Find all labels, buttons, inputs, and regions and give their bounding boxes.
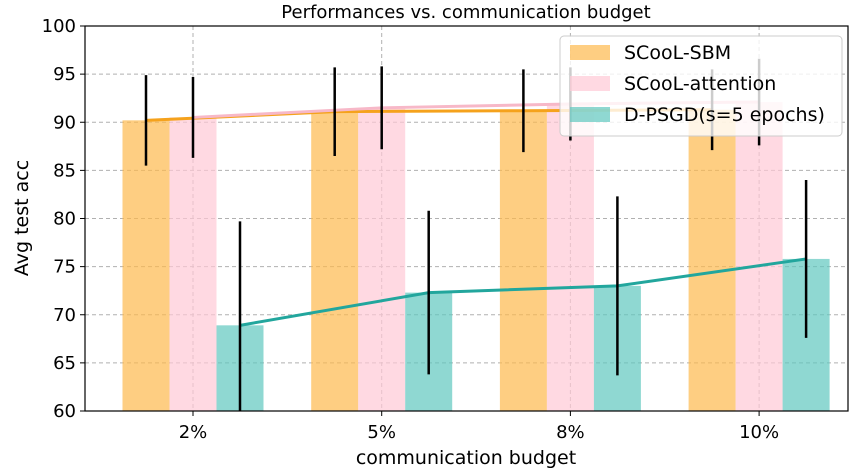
series-line <box>239 257 807 327</box>
bar <box>169 117 217 411</box>
y-tick-label: 65 <box>53 353 76 374</box>
bar <box>122 120 170 411</box>
legend-swatch <box>570 107 610 122</box>
legend-label: SCooL-SBM <box>624 42 731 64</box>
x-axis-label: communication budget <box>356 447 576 469</box>
legend: SCooL-SBM SCooL-attention D-PSGD(s=5 epoch… <box>559 35 843 137</box>
bar <box>499 110 547 411</box>
legend-label: SCooL-attention <box>624 73 776 95</box>
tick-labels: 60 65 70 75 80 85 90 95 100 2% 5% 8% 10% <box>42 16 779 443</box>
bar <box>546 103 594 411</box>
legend-box <box>559 35 843 137</box>
bar <box>688 109 736 411</box>
y-tick-label: 90 <box>53 112 76 133</box>
bar <box>735 102 783 411</box>
y-tick-label: 85 <box>53 160 76 181</box>
y-tick-label: 70 <box>53 305 76 326</box>
y-tick-label: 80 <box>53 209 76 230</box>
chart-title: Performances vs. communication budget <box>281 2 650 23</box>
legend-swatch <box>570 76 610 91</box>
y-tick-label: 100 <box>42 16 76 37</box>
legend-label: D-PSGD(s=5 epochs) <box>624 104 825 126</box>
y-tick-label: 75 <box>53 257 76 278</box>
y-tick-label: 60 <box>53 401 76 422</box>
x-tick-label: 10% <box>739 422 779 443</box>
x-tick-label: 2% <box>179 422 208 443</box>
y-axis-label: Avg test acc <box>11 160 33 276</box>
legend-swatch <box>570 45 610 60</box>
y-tick-label: 95 <box>53 64 76 85</box>
bar <box>311 111 359 411</box>
plot-area <box>122 58 830 411</box>
x-tick-label: 5% <box>367 422 396 443</box>
bar <box>358 107 406 411</box>
x-tick-label: 8% <box>556 422 585 443</box>
